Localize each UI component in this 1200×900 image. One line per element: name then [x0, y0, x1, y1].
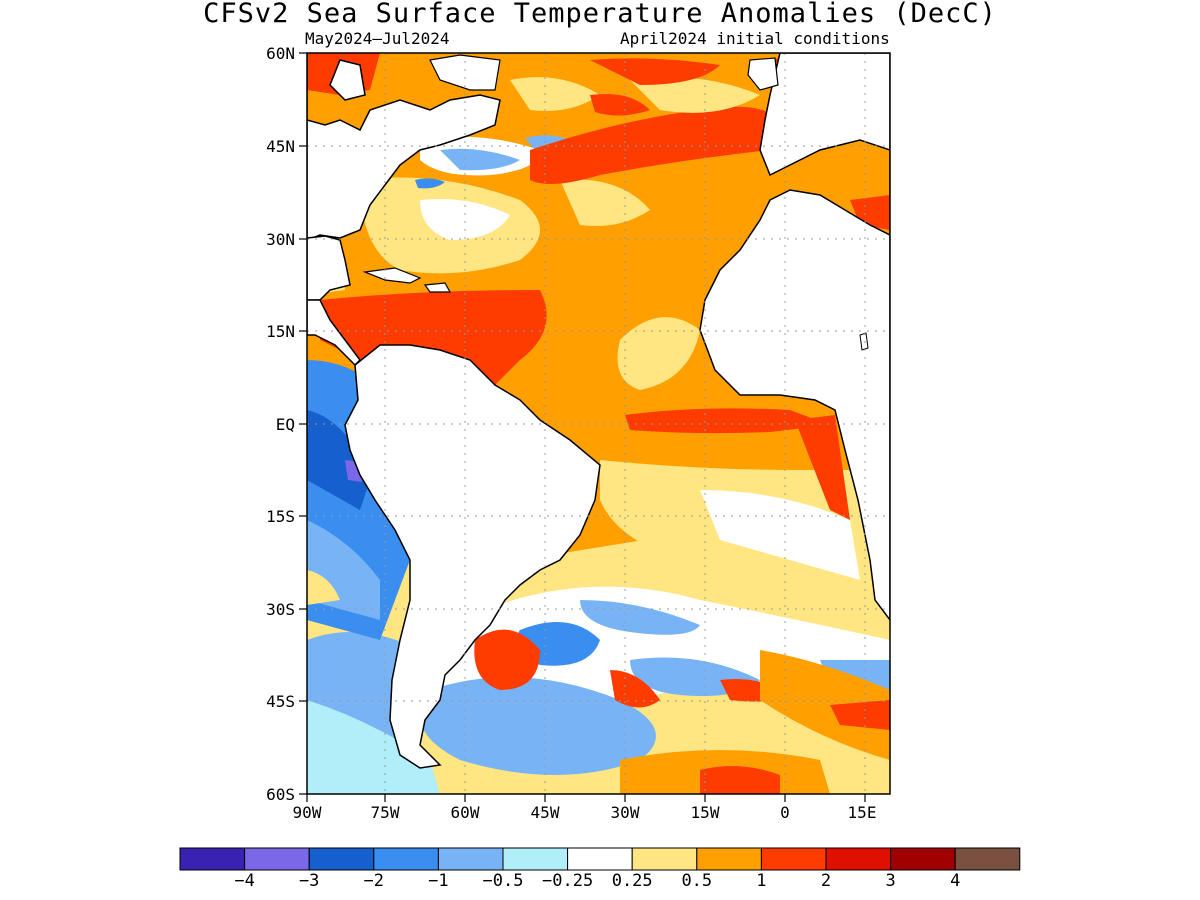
colorbar-box-2 — [308, 847, 375, 871]
colorbar-label-6: 0.25 — [611, 871, 653, 891]
warm-patch-se — [760, 650, 890, 760]
lon-label-75w: 75W — [370, 803, 400, 822]
lon-label-15e: 15E — [847, 803, 877, 822]
cold-patch-north-3 — [415, 178, 445, 189]
lon-label-90w: 90W — [292, 803, 322, 822]
lon-label-15w: 15W — [690, 803, 720, 822]
lat-label-15s: 15S — [266, 507, 295, 526]
warm-patch-brazil-malvinas — [474, 629, 540, 690]
lat-label-45s: 45S — [266, 692, 295, 711]
lon-label-60w: 60W — [450, 803, 480, 822]
pale-zone-north-2 — [560, 179, 650, 226]
lat-label-60n: 60N — [266, 44, 295, 63]
cold-patch-sw — [420, 677, 656, 775]
cold-patch-drake — [307, 700, 440, 794]
subpolar-pale-2 — [630, 77, 760, 113]
warm-patch-5 — [700, 766, 780, 794]
subpolar-red-2 — [590, 94, 650, 116]
labrador-land — [429, 54, 501, 91]
cold-patch-3 — [580, 600, 700, 635]
warm-band-north — [530, 106, 780, 184]
lat-label-60s: 60S — [266, 785, 295, 804]
bioko-island — [859, 332, 869, 351]
lat-label-45n: 45N — [266, 137, 295, 156]
south-america-land — [344, 344, 601, 769]
colorbar-box-9 — [760, 847, 827, 871]
lat-label-30n: 30N — [266, 230, 295, 249]
warm-patch-4 — [830, 700, 890, 730]
british-isles-land — [747, 57, 779, 91]
forecast-period: May2024–Jul2024 — [305, 29, 450, 48]
colorbar-box-3 — [373, 847, 439, 871]
colorbar-box-7 — [631, 847, 698, 871]
lat-label-15n: 15N — [266, 322, 295, 341]
colorbar-label-8: 1 — [756, 871, 767, 891]
colorbar-label-10: 3 — [885, 871, 896, 891]
pale-pacific — [307, 570, 340, 605]
colorbar-box-6 — [567, 847, 633, 871]
colorbar-box-1 — [244, 847, 310, 871]
lat-label-30s: 30S — [266, 600, 295, 619]
colorbar-box-8 — [696, 847, 762, 871]
colorbar-label-9: 2 — [820, 871, 832, 891]
colorbar-box-12 — [954, 847, 1021, 871]
lon-label-45w: 45W — [530, 803, 560, 822]
colorbar-box-0 — [179, 847, 246, 871]
lat-label-eq: EQ — [275, 415, 295, 434]
axis-ticks — [299, 52, 866, 802]
map-title: CFSv2 Sea Surface Temperature Anomalies … — [203, 0, 997, 29]
warm-zone-angola — [795, 415, 850, 520]
cold-core-pacific — [307, 410, 370, 510]
colorbar-label-1: −3 — [298, 871, 320, 891]
africa-land — [699, 53, 890, 622]
colorbar-label-7: 0.5 — [681, 871, 713, 891]
colorbar-box-11 — [890, 847, 956, 871]
colorbar-box-5 — [502, 847, 569, 871]
subpolar-pale — [510, 77, 600, 111]
lon-label-0: 0 — [780, 803, 790, 822]
white-zone-south — [700, 490, 860, 580]
colorbar-label-11: 4 — [950, 871, 961, 891]
warm-band-equator — [625, 408, 830, 434]
colorbar-label-3: −1 — [428, 871, 449, 891]
white-zone-north — [420, 199, 510, 240]
europe-land — [759, 53, 890, 177]
warm-patch-2 — [610, 670, 660, 708]
lon-label-30w: 30W — [610, 803, 640, 822]
colorbar-label-0: −4 — [234, 871, 255, 891]
subpolar-red — [590, 58, 720, 85]
cold-patch-gulfstream — [440, 148, 520, 171]
hispaniola-land — [423, 282, 452, 293]
cuba-land — [362, 267, 422, 284]
colorbar-box-4 — [437, 847, 504, 871]
colorbar-box-10 — [825, 847, 892, 871]
colorbar-boxes — [179, 847, 1021, 871]
pale-zone-westafrica — [617, 317, 700, 390]
initial-conditions: April2024 initial conditions — [620, 29, 890, 48]
colorbar-label-4: −0.5 — [482, 871, 524, 891]
gridlines — [307, 53, 890, 794]
colorbar-label-2: −2 — [363, 871, 385, 891]
colorbar-label-5: −0.25 — [542, 871, 594, 891]
warm-zone-caribbean — [320, 290, 547, 390]
anomaly-field — [307, 53, 890, 794]
